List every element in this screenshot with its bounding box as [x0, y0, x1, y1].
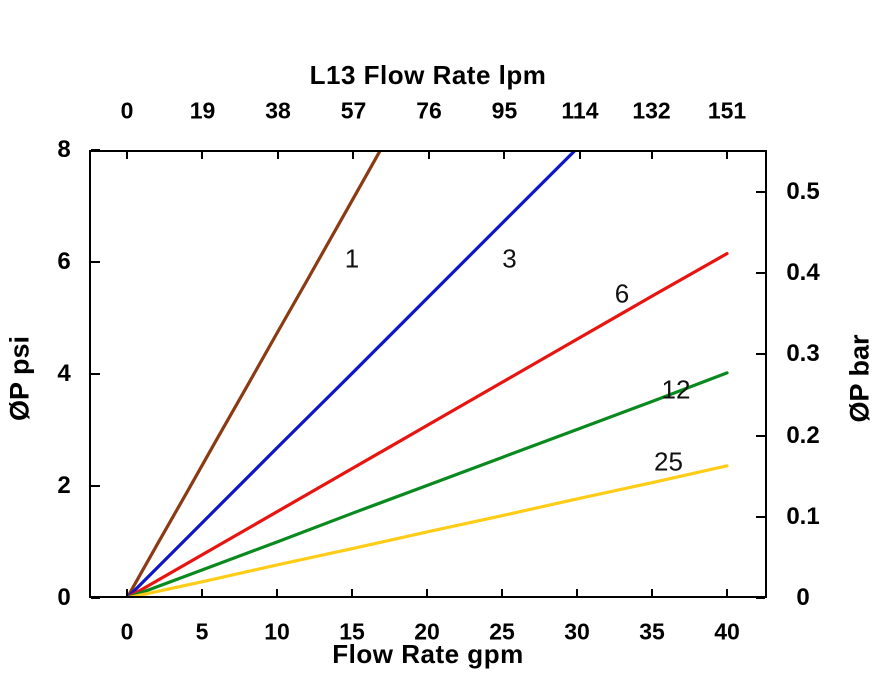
left-axis-tick-label: 2 [57, 472, 71, 499]
bottom-axis-tick [726, 589, 728, 598]
right-axis-tick [756, 353, 765, 356]
left-axis-tick-label: 4 [57, 360, 71, 387]
bottom-axis-tick [276, 589, 278, 598]
right-axis-tick-label: 0.3 [786, 340, 820, 368]
right-axis-tick [756, 272, 765, 275]
top-axis-tick [126, 150, 128, 159]
bottom-axis-tick-label: 30 [564, 618, 590, 645]
top-axis-tick [503, 150, 506, 159]
left-axis-tick-label: 6 [57, 248, 71, 275]
top-axis-tick [352, 150, 355, 159]
curve-label-6: 6 [614, 278, 630, 309]
top-axis-tick [276, 150, 279, 159]
curve-6 [127, 251, 729, 596]
right-axis-tick [756, 190, 765, 193]
left-axis-tick [91, 373, 100, 375]
right-axis-tick-label: 0.2 [786, 421, 820, 449]
right-axis-tick-label: 0 [796, 584, 810, 611]
bottom-axis-tick-label: 25 [489, 618, 515, 645]
top-axis-tick-label: 19 [189, 97, 216, 124]
bottom-axis-tick-label: 0 [120, 618, 134, 645]
bottom-axis-tick-label: 40 [714, 618, 740, 645]
top-axis-tick-label: 114 [561, 97, 599, 124]
top-axis-tick [201, 150, 204, 159]
bottom-axis-tick [426, 589, 428, 598]
curve-25 [128, 464, 729, 596]
top-axis-tick-label: 95 [491, 97, 518, 124]
top-axis-tick [726, 150, 728, 159]
top-axis-tick [650, 150, 653, 159]
bottom-axis-tick [126, 589, 128, 598]
curve-label-1: 1 [344, 243, 360, 274]
right-axis-tick [756, 434, 765, 437]
left-axis-tick [91, 485, 100, 487]
right-axis-tick-label: 0.1 [786, 502, 820, 530]
curve-12 [127, 371, 729, 596]
curve-label-25: 25 [654, 446, 683, 477]
top-axis-tick-label: 38 [265, 97, 291, 124]
left-axis-tick [91, 261, 100, 263]
top-axis-tick [578, 150, 581, 159]
bottom-axis-tick-label: 10 [264, 618, 290, 645]
right-axis-tick-label: 0.4 [786, 259, 820, 287]
curve-1 [126, 152, 382, 596]
plot-curves [126, 152, 729, 596]
bottom-axis-tick [651, 589, 653, 598]
left-axis-tick [91, 597, 100, 599]
right-axis-tick-label: 0.5 [786, 177, 820, 205]
right-axis-tick [756, 515, 765, 518]
left-axis-tick-label: 8 [57, 136, 71, 163]
left-axis-tick [91, 149, 100, 151]
top-axis-tick-label: 151 [707, 97, 747, 124]
bottom-axis-tick [501, 589, 503, 598]
right-axis-tick [756, 597, 765, 599]
left-axis-title: ØP psi [4, 335, 35, 422]
top-axis-tick-label: 57 [340, 97, 367, 124]
top-axis-tick [427, 150, 430, 159]
top-axis-title: L13 Flow Rate lpm [309, 60, 547, 90]
bottom-axis-tick-label: 20 [414, 618, 440, 645]
bottom-axis-tick-label: 5 [195, 618, 209, 645]
top-axis-tick-label: 132 [632, 97, 671, 124]
top-axis-tick-label: 76 [416, 97, 442, 124]
bottom-axis-tick-label: 15 [339, 618, 365, 645]
left-axis-tick-label: 0 [57, 584, 71, 611]
curve-3 [126, 152, 576, 596]
top-axis-tick-label: 0 [120, 97, 134, 124]
bottom-axis-tick [576, 589, 578, 598]
bottom-axis-tick-label: 35 [639, 618, 665, 645]
curve-label-12: 12 [661, 374, 691, 405]
bottom-axis-title: Flow Rate gpm [332, 639, 524, 669]
bottom-axis-tick [351, 589, 353, 598]
bottom-axis-tick [201, 589, 203, 598]
right-axis-title: ØP bar [844, 334, 875, 423]
curve-label-3: 3 [502, 243, 517, 274]
